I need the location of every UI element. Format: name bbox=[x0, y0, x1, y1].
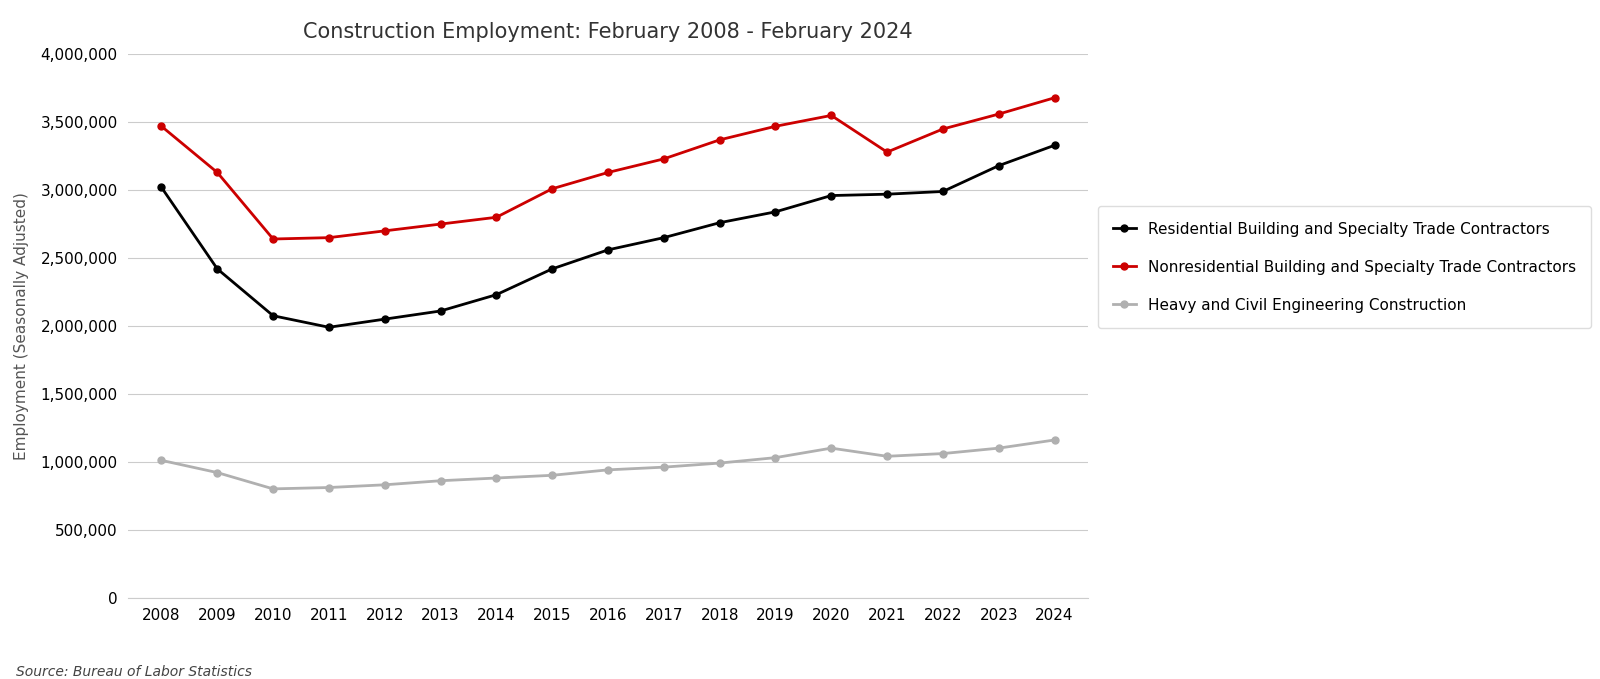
Residential Building and Specialty Trade Contractors bbox=[710, 219, 730, 227]
Residential Building and Specialty Trade Contractors bbox=[654, 234, 674, 242]
Heavy and Civil Engineering Construction bbox=[598, 466, 618, 474]
Nonresidential Building and Specialty Trade Contractors bbox=[654, 155, 674, 163]
Heavy and Civil Engineering Construction bbox=[822, 444, 842, 452]
Heavy and Civil Engineering Construction bbox=[542, 471, 562, 479]
Residential Building and Specialty Trade Contractors bbox=[208, 265, 227, 273]
Heavy and Civil Engineering Construction bbox=[152, 456, 171, 464]
Heavy and Civil Engineering Construction bbox=[264, 485, 283, 493]
Residential Building and Specialty Trade Contractors bbox=[264, 312, 283, 320]
Residential Building and Specialty Trade Contractors bbox=[989, 162, 1008, 170]
Nonresidential Building and Specialty Trade Contractors bbox=[989, 110, 1008, 118]
Heavy and Civil Engineering Construction bbox=[374, 481, 394, 489]
Residential Building and Specialty Trade Contractors bbox=[933, 187, 952, 196]
Nonresidential Building and Specialty Trade Contractors bbox=[374, 227, 394, 235]
Legend: Residential Building and Specialty Trade Contractors, Nonresidential Building an: Residential Building and Specialty Trade… bbox=[1098, 206, 1592, 328]
Text: Source: Bureau of Labor Statistics: Source: Bureau of Labor Statistics bbox=[16, 665, 253, 678]
Y-axis label: Employment (Seasonally Adjusted): Employment (Seasonally Adjusted) bbox=[14, 192, 29, 460]
Residential Building and Specialty Trade Contractors bbox=[430, 307, 450, 315]
Heavy and Civil Engineering Construction bbox=[1045, 436, 1064, 444]
Heavy and Civil Engineering Construction bbox=[877, 452, 896, 460]
Residential Building and Specialty Trade Contractors bbox=[542, 265, 562, 273]
Nonresidential Building and Specialty Trade Contractors bbox=[877, 148, 896, 156]
Heavy and Civil Engineering Construction bbox=[933, 449, 952, 458]
Nonresidential Building and Specialty Trade Contractors bbox=[320, 234, 339, 242]
Nonresidential Building and Specialty Trade Contractors bbox=[766, 122, 786, 130]
Nonresidential Building and Specialty Trade Contractors bbox=[542, 185, 562, 193]
Title: Construction Employment: February 2008 - February 2024: Construction Employment: February 2008 -… bbox=[302, 22, 914, 41]
Heavy and Civil Engineering Construction bbox=[208, 469, 227, 477]
Heavy and Civil Engineering Construction bbox=[486, 474, 506, 482]
Nonresidential Building and Specialty Trade Contractors bbox=[208, 168, 227, 177]
Residential Building and Specialty Trade Contractors bbox=[152, 183, 171, 191]
Heavy and Civil Engineering Construction bbox=[430, 477, 450, 485]
Nonresidential Building and Specialty Trade Contractors bbox=[1045, 94, 1064, 102]
Residential Building and Specialty Trade Contractors bbox=[822, 191, 842, 200]
Nonresidential Building and Specialty Trade Contractors bbox=[933, 125, 952, 133]
Line: Heavy and Civil Engineering Construction: Heavy and Civil Engineering Construction bbox=[158, 437, 1058, 492]
Heavy and Civil Engineering Construction bbox=[320, 483, 339, 492]
Nonresidential Building and Specialty Trade Contractors bbox=[710, 136, 730, 144]
Nonresidential Building and Specialty Trade Contractors bbox=[264, 235, 283, 243]
Residential Building and Specialty Trade Contractors bbox=[374, 315, 394, 323]
Nonresidential Building and Specialty Trade Contractors bbox=[598, 168, 618, 177]
Nonresidential Building and Specialty Trade Contractors bbox=[486, 213, 506, 221]
Nonresidential Building and Specialty Trade Contractors bbox=[152, 122, 171, 130]
Heavy and Civil Engineering Construction bbox=[989, 444, 1008, 452]
Residential Building and Specialty Trade Contractors bbox=[1045, 141, 1064, 149]
Line: Nonresidential Building and Specialty Trade Contractors: Nonresidential Building and Specialty Tr… bbox=[158, 94, 1058, 242]
Residential Building and Specialty Trade Contractors bbox=[766, 208, 786, 216]
Heavy and Civil Engineering Construction bbox=[710, 459, 730, 467]
Residential Building and Specialty Trade Contractors bbox=[598, 246, 618, 254]
Residential Building and Specialty Trade Contractors bbox=[320, 323, 339, 331]
Heavy and Civil Engineering Construction bbox=[654, 463, 674, 471]
Nonresidential Building and Specialty Trade Contractors bbox=[822, 111, 842, 120]
Line: Residential Building and Specialty Trade Contractors: Residential Building and Specialty Trade… bbox=[158, 142, 1058, 331]
Residential Building and Specialty Trade Contractors bbox=[877, 190, 896, 198]
Heavy and Civil Engineering Construction bbox=[766, 454, 786, 462]
Residential Building and Specialty Trade Contractors bbox=[486, 291, 506, 299]
Nonresidential Building and Specialty Trade Contractors bbox=[430, 220, 450, 228]
